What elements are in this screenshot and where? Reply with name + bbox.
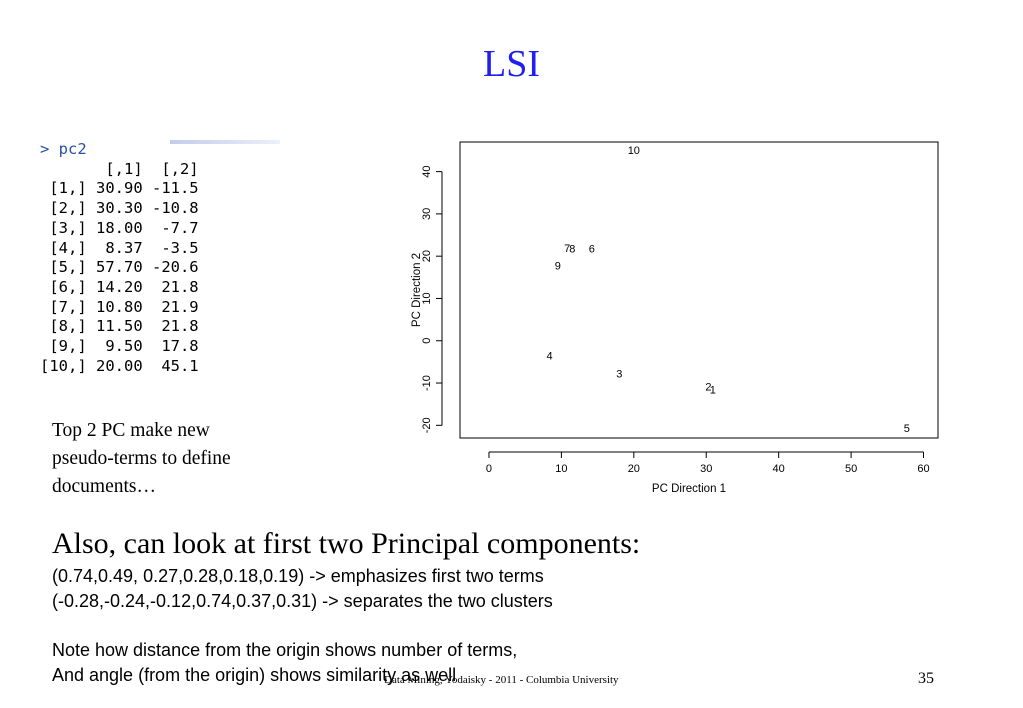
- slide-title: LSI: [483, 43, 540, 85]
- plot-frame: [459, 141, 939, 439]
- y-tick-label: 40: [421, 165, 433, 177]
- point-label: 6: [589, 244, 595, 256]
- page-number: 35: [918, 670, 934, 687]
- y-tick-label: 0: [421, 338, 433, 344]
- slide-footer: Data Mining, Yodaisky - 2011 - Columbia …: [384, 674, 619, 686]
- x-tick-label: 30: [700, 463, 712, 475]
- note-line: documents…: [52, 476, 156, 497]
- note-text: Top 2 PC make new pseudo-terms to define…: [52, 417, 282, 501]
- x-tick-label: 0: [486, 463, 492, 475]
- x-tick-label: 40: [773, 463, 785, 475]
- angle-note-line: And angle (from the origin) shows simila…: [52, 665, 457, 685]
- console-matrix-row: [1,] 30.90 -11.5: [40, 179, 199, 198]
- point-label: 10: [628, 145, 640, 157]
- console-matrix-header: [,1] [,2]: [40, 159, 199, 178]
- console-matrix-row: [10,] 20.00 45.1: [40, 356, 199, 375]
- console-prompt: > pc2: [40, 140, 87, 158]
- y-tick-label: 30: [421, 208, 433, 220]
- y-tick-label: 10: [421, 292, 433, 304]
- y-tick-label: 20: [421, 250, 433, 262]
- console-matrix-row: [3,] 18.00 -7.7: [40, 218, 199, 237]
- pc-scatter-plot: 0 10 20 30 40 50 60 PC Direction 1 -20 -10 0 10 20 30…: [411, 141, 939, 495]
- point-label: 9: [555, 260, 561, 272]
- component-1-line: (0.74,0.49, 0.27,0.28,0.18,0.19) -> emph…: [52, 566, 544, 586]
- x-axis-label: PC Direction 1: [652, 483, 726, 495]
- y-axis-label: PC Direction 2: [411, 253, 423, 327]
- point-label: 5: [904, 423, 910, 435]
- point-label: 7: [564, 243, 570, 255]
- x-tick-label: 10: [555, 463, 567, 475]
- x-tick-label: 60: [917, 463, 929, 475]
- note-line: Top 2 PC make new: [52, 420, 210, 441]
- note-line: pseudo-terms to define: [52, 448, 231, 469]
- point-label: 4: [547, 351, 553, 363]
- point-label: 3: [616, 368, 622, 380]
- y-tick-label: -20: [421, 417, 433, 433]
- console-matrix-row: [9,] 9.50 17.8: [40, 337, 199, 356]
- console-matrix-rows: [1,] 30.90 -11.5 [2,] 30.30 -10.8 [3,] 1…: [40, 179, 262, 376]
- console-matrix-row: [7,] 10.80 21.9: [40, 297, 199, 316]
- x-tick-label: 20: [628, 463, 640, 475]
- r-console-output: > pc2 [,1] [,2] [1,] 30.90 -11.5 [2,] 30…: [40, 140, 280, 392]
- point-label: 1: [710, 384, 716, 396]
- x-tick-label: 50: [845, 463, 857, 475]
- distance-note-line: Note how distance from the origin shows …: [52, 640, 518, 660]
- console-matrix-row: [2,] 30.30 -10.8: [40, 199, 199, 218]
- console-matrix-row: [4,] 8.37 -3.5: [40, 238, 199, 257]
- console-matrix-row: [8,] 11.50 21.8: [40, 317, 199, 336]
- console-top-fade: [170, 140, 280, 144]
- console-matrix-row: [5,] 57.70 -20.6: [40, 258, 199, 277]
- point-label: 2: [705, 381, 711, 393]
- principal-components-heading: Also, can look at first two Principal co…: [52, 527, 641, 560]
- y-tick-label: -10: [421, 375, 433, 391]
- point-label: 8: [569, 244, 575, 256]
- component-2-line: (-0.28,-0.24,-0.12,0.74,0.37,0.31) -> se…: [52, 591, 553, 611]
- console-matrix-row: [6,] 14.20 21.8: [40, 277, 199, 296]
